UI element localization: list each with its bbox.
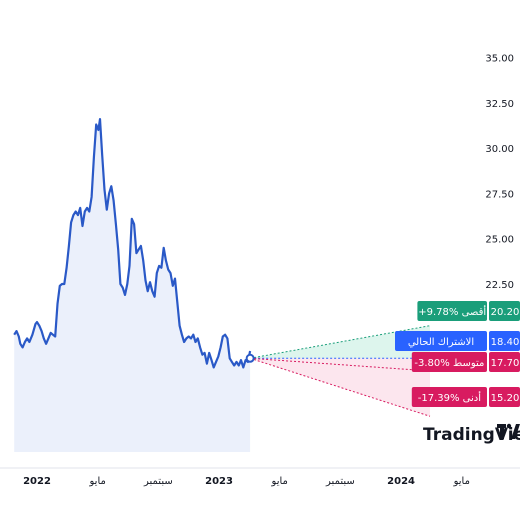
y-tick-label: 35.00 [485, 54, 514, 65]
y-tick-label: 32.50 [485, 99, 514, 110]
forecast-tag-low: 15.20 -17.39% أدنى [411, 387, 520, 407]
current-price-marker [245, 353, 255, 363]
y-tick-label: 30.00 [485, 144, 514, 155]
brand-name: TradingView [423, 425, 520, 445]
tradingview-logo-icon [497, 423, 520, 439]
forecast-value-box [489, 352, 520, 372]
forecast-tags: 20.20 +9.78% أقصى 18.40 الاشتراك الحالي 17.7… [395, 301, 520, 407]
forecast-value-box [489, 387, 520, 407]
forecast-label: +9.78% أقصى [418, 305, 486, 318]
x-tick-label: سبتمبر [325, 476, 355, 487]
x-tick-label: 2022 [23, 476, 51, 487]
x-tick-label: 2023 [205, 476, 233, 487]
price-area-fill [14, 119, 251, 452]
forecast-label-box [395, 331, 487, 351]
forecast-label: -3.80% متوسط [414, 358, 484, 369]
forecast-value: 15.20 [491, 393, 520, 404]
x-tick-label: 2024 [387, 476, 415, 487]
forecast-value-box [489, 331, 520, 351]
tradingview-brand: TradingView [423, 423, 520, 445]
forecast-tag-current: 18.40 الاشتراك الحالي [395, 331, 520, 351]
price-line [13, 118, 252, 369]
forecast-label-box [417, 301, 487, 321]
forecast-tag-high: 20.20 +9.78% أقصى [417, 301, 520, 321]
forecast-tag-average: 17.70 -3.80% متوسط [411, 352, 520, 372]
y-tick-label: 22.50 [485, 280, 514, 291]
forecast-label: الاشتراك الحالي [408, 337, 474, 348]
forecast-label-box [411, 387, 487, 407]
x-tick-label: مايو [453, 476, 470, 487]
forecast-value: 18.40 [491, 337, 520, 348]
forecast-line-low [249, 357, 431, 417]
forecast-value-box [489, 301, 520, 321]
x-axis: 2022 مايو سبتمبر 2023 مايو سبتمبر 2024 مايو [23, 476, 470, 487]
forecast-label: -17.39% أدنى [418, 391, 481, 404]
y-tick-label: 25.00 [485, 235, 514, 246]
x-tick-label: مايو [89, 476, 106, 487]
forecast-value: 20.20 [491, 307, 520, 318]
price-area [13, 118, 252, 452]
forecast-label-box [411, 352, 487, 372]
x-tick-label: سبتمبر [143, 476, 173, 487]
forecast-value: 17.70 [491, 358, 520, 369]
y-axis: 35.00 32.50 30.00 27.50 25.00 22.50 [485, 54, 514, 292]
x-tick-label: مايو [271, 476, 288, 487]
y-tick-label: 27.50 [485, 189, 514, 200]
